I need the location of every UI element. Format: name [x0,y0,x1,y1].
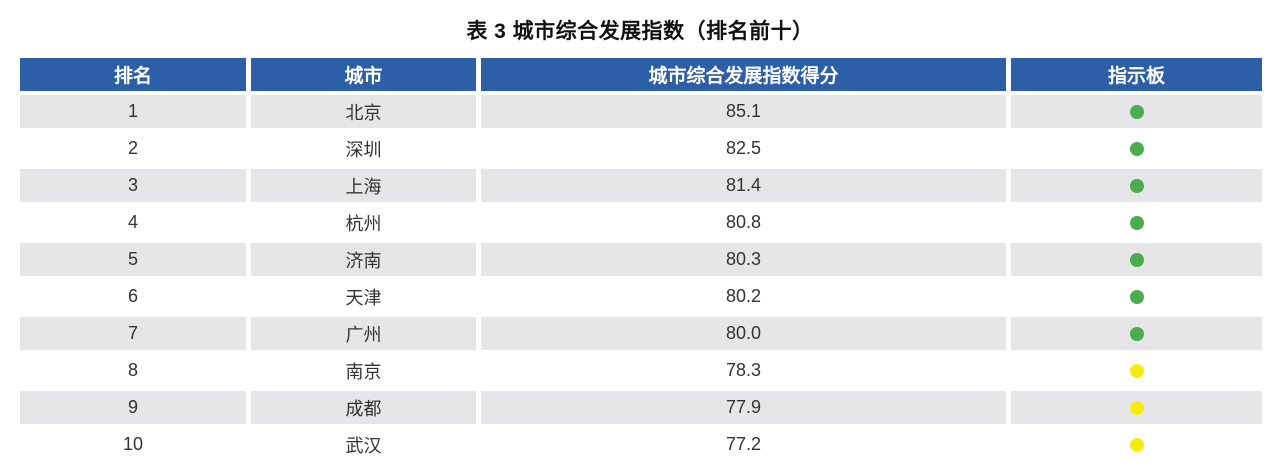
indicator-cell [1011,391,1262,424]
rank-cell: 2 [20,132,246,165]
table-row: 3 上海 81.4 [20,169,1262,202]
rank-cell: 6 [20,280,246,313]
status-dot-icon [1129,326,1144,341]
city-cell: 济南 [251,243,476,276]
status-dot-icon [1129,178,1144,193]
indicator-cell [1011,354,1262,387]
city-cell: 成都 [251,391,476,424]
rank-cell: 4 [20,206,246,239]
indicator-cell [1011,132,1262,165]
status-dot-icon [1129,363,1144,378]
rank-cell: 9 [20,391,246,424]
table-row: 8 南京 78.3 [20,354,1262,387]
table-row: 6 天津 80.2 [20,280,1262,313]
score-cell: 77.9 [481,391,1006,424]
table-row: 4 杭州 80.8 [20,206,1262,239]
indicator-cell [1011,206,1262,239]
city-cell: 北京 [251,95,476,128]
rank-cell: 1 [20,95,246,128]
city-index-table: 排名 城市 城市综合发展指数得分 指示板 1 北京 85.1 2 深圳 82.5… [20,58,1262,461]
rank-cell: 7 [20,317,246,350]
header-cell-indicator: 指示板 [1011,58,1262,91]
rank-cell: 3 [20,169,246,202]
rank-cell: 5 [20,243,246,276]
indicator-cell [1011,169,1262,202]
table-row: 7 广州 80.0 [20,317,1262,350]
city-cell: 天津 [251,280,476,313]
table-row: 5 济南 80.3 [20,243,1262,276]
city-cell: 南京 [251,354,476,387]
indicator-cell [1011,428,1262,461]
indicator-cell [1011,280,1262,313]
status-dot-icon [1129,400,1144,415]
status-dot-icon [1129,252,1144,267]
indicator-cell [1011,317,1262,350]
rank-cell: 8 [20,354,246,387]
header-cell-city: 城市 [251,58,476,91]
header-cell-rank: 排名 [20,58,246,91]
city-cell: 武汉 [251,428,476,461]
rank-cell: 10 [20,428,246,461]
score-cell: 80.8 [481,206,1006,239]
table-row: 2 深圳 82.5 [20,132,1262,165]
status-dot-icon [1129,289,1144,304]
status-dot-icon [1129,437,1144,452]
city-cell: 上海 [251,169,476,202]
status-dot-icon [1129,215,1144,230]
score-cell: 85.1 [481,95,1006,128]
header-cell-score: 城市综合发展指数得分 [481,58,1006,91]
city-cell: 杭州 [251,206,476,239]
score-cell: 81.4 [481,169,1006,202]
indicator-cell [1011,243,1262,276]
score-cell: 80.2 [481,280,1006,313]
score-cell: 77.2 [481,428,1006,461]
score-cell: 80.3 [481,243,1006,276]
table-header-row: 排名 城市 城市综合发展指数得分 指示板 [20,58,1262,91]
score-cell: 80.0 [481,317,1006,350]
score-cell: 78.3 [481,354,1006,387]
table-row: 1 北京 85.1 [20,95,1262,128]
city-cell: 深圳 [251,132,476,165]
status-dot-icon [1129,141,1144,156]
table-row: 9 成都 77.9 [20,391,1262,424]
table-row: 10 武汉 77.2 [20,428,1262,461]
indicator-cell [1011,95,1262,128]
score-cell: 82.5 [481,132,1006,165]
table-title: 表 3 城市综合发展指数（排名前十） [466,20,814,43]
status-dot-icon [1129,104,1144,119]
city-cell: 广州 [251,317,476,350]
